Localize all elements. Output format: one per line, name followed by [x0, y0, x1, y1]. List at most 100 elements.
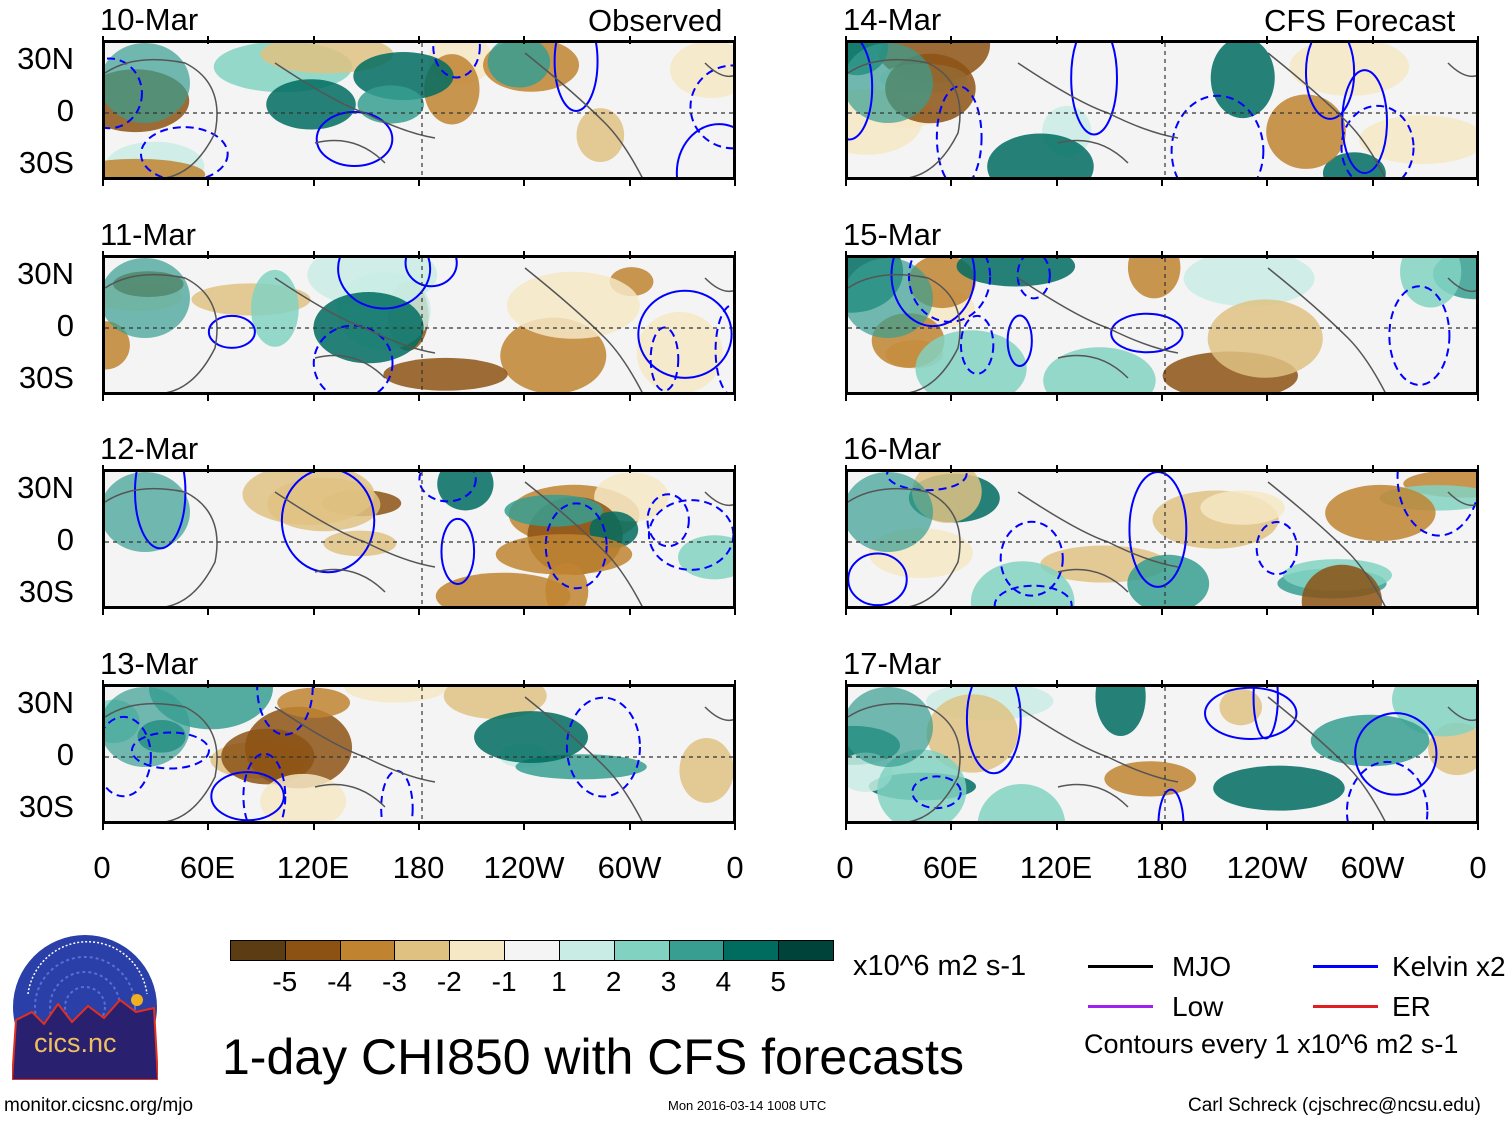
- colorbar-swatch: [339, 940, 396, 961]
- kelvin-contour: [315, 111, 394, 168]
- x-tick: [102, 178, 104, 186]
- x-tick: [734, 465, 736, 473]
- x-tick: [845, 178, 847, 186]
- x-tick: [1266, 607, 1269, 615]
- x-tick: [845, 680, 847, 688]
- x-tick: [734, 251, 736, 259]
- colorbar-label: 1: [551, 966, 567, 997]
- kelvin-contour: [886, 472, 968, 492]
- x-tick-label: 60E: [179, 850, 236, 885]
- kelvin-contour: [1110, 312, 1184, 354]
- x-tick: [207, 822, 210, 830]
- x-tick-label: 60W: [597, 850, 662, 885]
- y-tick-label: 30N: [17, 685, 74, 720]
- anomaly-shading: [1359, 115, 1476, 165]
- x-tick-label: 180: [1135, 850, 1188, 885]
- y-tick-label: 30S: [18, 789, 74, 824]
- kelvin-contour: [1016, 258, 1051, 300]
- anomaly-shading: [1310, 714, 1430, 767]
- x-tick-label: 120E: [276, 850, 350, 885]
- panel-date: 13-Mar: [100, 646, 199, 681]
- kelvin-contour: [210, 771, 285, 821]
- x-tick: [1161, 680, 1163, 688]
- anomaly-shading: [251, 269, 299, 347]
- x-tick-label: 180: [392, 850, 445, 885]
- x-tick: [950, 607, 953, 615]
- x-tick: [950, 465, 953, 473]
- x-tick: [102, 607, 104, 615]
- kelvin-contour: [1204, 687, 1298, 740]
- x-tick: [102, 822, 104, 830]
- coastlines: [105, 696, 733, 821]
- kelvin-contour: [1006, 314, 1033, 367]
- x-tick: [1477, 465, 1479, 473]
- anomaly-shading: [926, 694, 1018, 773]
- colorbar-label: 4: [715, 966, 732, 997]
- x-tick: [628, 36, 631, 44]
- x-tick: [1477, 251, 1479, 259]
- x-tick: [102, 251, 104, 259]
- anomaly-shading: [383, 357, 508, 391]
- y-tick-label: 0: [56, 522, 74, 557]
- kelvin-contour: [565, 696, 641, 798]
- x-tick: [845, 465, 847, 473]
- x-tick: [312, 607, 315, 615]
- anomaly-shading: [987, 133, 1094, 177]
- map-panel: [102, 469, 736, 609]
- x-tick: [1266, 680, 1269, 688]
- x-tick-label: 0: [93, 850, 111, 885]
- x-tick: [1266, 178, 1269, 186]
- x-tick: [1477, 607, 1479, 615]
- x-tick: [1161, 393, 1163, 401]
- x-tick: [102, 393, 104, 401]
- kelvin-contour: [1070, 43, 1118, 136]
- anomaly-shading: [1400, 258, 1462, 308]
- footer-url[interactable]: monitor.cicsnc.org/mjo: [4, 1095, 194, 1116]
- kelvin-contour: [404, 258, 458, 288]
- kelvin-contour: [637, 289, 733, 379]
- colorbar-swatch: [284, 940, 341, 961]
- x-tick: [1371, 822, 1374, 830]
- x-tick-label: 60E: [922, 850, 979, 885]
- kelvin-contour: [689, 64, 733, 150]
- x-tick: [628, 607, 631, 615]
- x-tick: [1477, 178, 1479, 186]
- panel-date: 16-Mar: [843, 431, 942, 466]
- x-tick: [312, 251, 315, 259]
- x-tick: [418, 465, 420, 473]
- x-tick: [845, 251, 847, 259]
- map-panel: [845, 255, 1479, 395]
- anomaly-shading: [970, 561, 1075, 606]
- x-tick: [1477, 393, 1479, 401]
- kelvin-contour: [959, 314, 995, 375]
- x-tick: [1266, 36, 1269, 44]
- kelvin-contour: [105, 57, 143, 130]
- colorbar-units: x10^6 m2 s-1: [853, 950, 1027, 982]
- kelvin-contour: [965, 687, 1022, 775]
- anomaly-shading: [437, 472, 494, 511]
- panel-date: 15-Mar: [843, 217, 942, 252]
- x-tick: [1266, 251, 1269, 259]
- x-tick: [1161, 465, 1163, 473]
- x-tick: [1477, 822, 1479, 830]
- x-tick: [950, 178, 953, 186]
- x-tick: [628, 251, 631, 259]
- x-tick-label: 0: [1469, 850, 1487, 885]
- anomaly-shading: [636, 311, 723, 392]
- x-tick: [1161, 607, 1163, 615]
- mjo-legend-line: [1088, 965, 1153, 968]
- colorbar-label: -2: [436, 966, 462, 997]
- anomaly-shading: [1043, 347, 1156, 392]
- anomaly-shading: [1104, 761, 1197, 797]
- anomaly-shading: [1095, 687, 1146, 737]
- low-legend-line: [1088, 1005, 1153, 1008]
- x-tick: [523, 178, 526, 186]
- x-tick: [628, 680, 631, 688]
- y-tick-label: 30S: [18, 360, 74, 395]
- anomaly-shading: [915, 330, 1027, 392]
- anomaly-shading: [1210, 43, 1275, 119]
- panel-date: 12-Mar: [100, 431, 199, 466]
- x-tick: [628, 822, 631, 830]
- kelvin-contour: [105, 715, 152, 798]
- kelvin-contour: [1170, 94, 1265, 177]
